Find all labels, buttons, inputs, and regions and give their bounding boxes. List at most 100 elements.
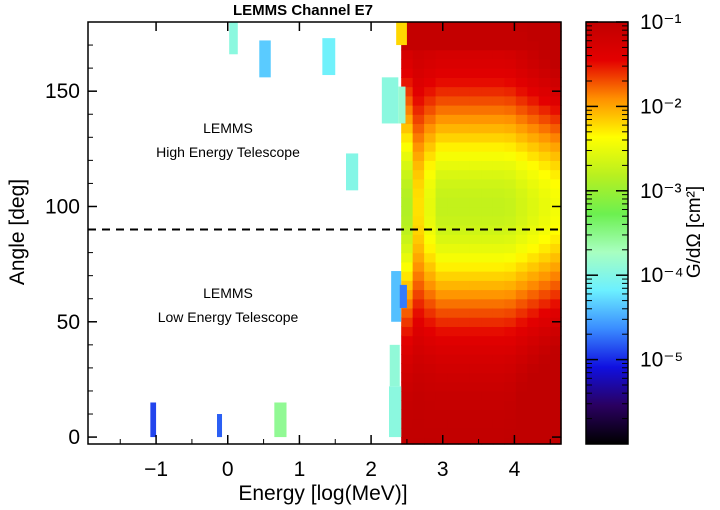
y-tick-label: 50 — [57, 311, 80, 334]
heatmap-cell — [424, 298, 437, 309]
heatmap-cell — [504, 437, 517, 445]
heatmap-cell — [458, 409, 471, 420]
heatmap-cell — [435, 206, 448, 217]
heatmap-cell — [435, 188, 448, 198]
heatmap-cell — [412, 178, 425, 189]
heatmap-cell — [412, 335, 425, 346]
heatmap-cell — [469, 86, 483, 97]
heatmap-cell-isolated — [389, 344, 400, 387]
heatmap-cell — [469, 381, 483, 392]
heatmap-cell — [401, 58, 414, 69]
heatmap-cell — [424, 206, 437, 217]
heatmap-cell — [469, 427, 483, 438]
heatmap-cell — [504, 381, 517, 392]
y-tick-label: 0 — [68, 426, 80, 449]
heatmap-cell — [469, 271, 483, 281]
heatmap-cell — [492, 132, 505, 143]
heatmap-cell — [458, 372, 471, 383]
heatmap-cell — [481, 132, 494, 143]
heatmap-cell — [424, 114, 437, 125]
heatmap-cell — [527, 280, 540, 291]
heatmap-cell — [401, 317, 414, 327]
heatmap-cell — [527, 206, 540, 217]
heatmap-cell — [504, 243, 517, 254]
heatmap-cell — [435, 354, 448, 364]
heatmap-cell — [550, 114, 562, 125]
heatmap-cell — [481, 215, 494, 226]
heatmap-cell — [492, 363, 505, 374]
x-tick-label: 0 — [222, 458, 234, 481]
heatmap-cell — [515, 400, 528, 411]
heatmap-cell — [435, 95, 448, 106]
heatmap-cell — [538, 437, 551, 445]
x-tick-label: 2 — [365, 458, 377, 481]
heatmap-cell — [424, 390, 437, 401]
heatmap-cell — [538, 234, 551, 244]
heatmap-cell — [492, 261, 505, 272]
heatmap-cell — [424, 307, 437, 318]
heatmap-cell-isolated — [381, 77, 399, 124]
heatmap-cell — [424, 261, 437, 272]
heatmap-cell — [504, 151, 517, 161]
heatmap-cell — [527, 344, 540, 355]
heatmap-cell — [412, 354, 425, 364]
heatmap-cell — [424, 31, 437, 42]
heatmap-cell — [492, 40, 505, 51]
heatmap-cell — [527, 197, 540, 208]
heatmap-cell — [424, 77, 437, 88]
heatmap-cell — [538, 169, 551, 180]
heatmap-cell — [412, 22, 425, 32]
heatmap-cell — [412, 372, 425, 383]
heatmap-cell — [515, 178, 528, 189]
heatmap-cell — [515, 437, 528, 445]
heatmap-cell — [515, 252, 528, 263]
heatmap-cell — [458, 224, 471, 235]
heatmap-cell — [435, 114, 448, 125]
heatmap-cell — [492, 105, 505, 115]
heatmap-cell — [492, 427, 505, 438]
heatmap-cell — [458, 49, 471, 60]
heatmap-cell — [412, 437, 425, 445]
heatmap-cell — [527, 114, 540, 125]
heatmap-cell — [515, 169, 528, 180]
heatmap-cell — [447, 86, 460, 97]
heatmap-cell — [435, 49, 448, 60]
heatmap-cell — [481, 58, 494, 69]
heatmap-cell — [504, 95, 517, 106]
heatmap-cell — [492, 31, 505, 42]
heatmap-cell — [401, 178, 414, 189]
heatmap-cell — [401, 169, 414, 180]
heatmap-cell — [458, 95, 471, 106]
heatmap-cell — [527, 252, 540, 263]
heatmap-cell — [504, 206, 517, 217]
heatmap-cell — [469, 95, 483, 106]
heatmap-cell — [527, 58, 540, 69]
heatmap-cell — [538, 77, 551, 88]
heatmap-cell — [550, 68, 562, 78]
heatmap-cell-isolated — [150, 402, 157, 438]
heatmap-cell — [538, 271, 551, 281]
heatmap-cell — [458, 215, 471, 226]
heatmap-cell — [515, 381, 528, 392]
heatmap-cell — [458, 31, 471, 42]
heatmap-cell — [458, 427, 471, 438]
heatmap-cell — [435, 261, 448, 272]
heatmap-cell — [458, 363, 471, 374]
heatmap-cell — [412, 197, 425, 208]
heatmap-cell — [424, 344, 437, 355]
heatmap-cell — [447, 49, 460, 60]
heatmap-cell — [538, 206, 551, 217]
heatmap-cell — [538, 22, 551, 32]
heatmap-cell — [515, 215, 528, 226]
heatmap-cell — [435, 40, 448, 51]
heatmap-cell — [458, 234, 471, 244]
heatmap-cell — [550, 132, 562, 143]
heatmap-cell — [515, 68, 528, 78]
heatmap-cell — [492, 307, 505, 318]
heatmap-cell — [538, 335, 551, 346]
heatmap-cell — [550, 344, 562, 355]
heatmap-cell — [401, 298, 414, 309]
heatmap-cell — [469, 307, 483, 318]
heatmap-cell — [538, 151, 551, 161]
heatmap-cell — [412, 31, 425, 42]
